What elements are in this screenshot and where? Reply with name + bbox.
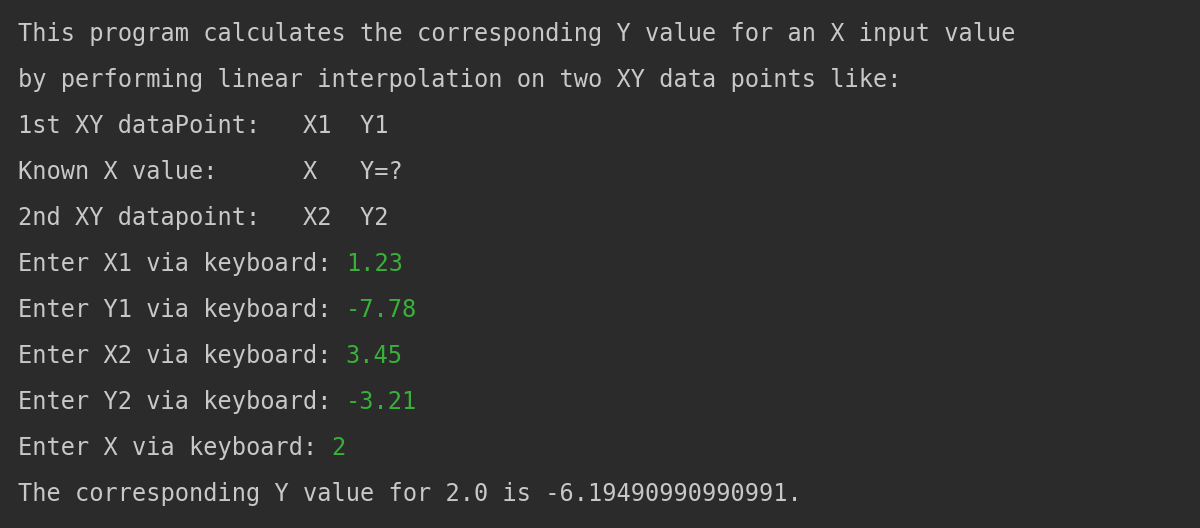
- Text: 2nd XY datapoint:   X2  Y2: 2nd XY datapoint: X2 Y2: [18, 206, 389, 230]
- Text: This program calculates the corresponding Y value for an X input value: This program calculates the correspondin…: [18, 22, 1015, 46]
- Text: Enter X2 via keyboard:: Enter X2 via keyboard:: [18, 344, 346, 368]
- Text: 3.45: 3.45: [346, 344, 403, 368]
- Text: 1.23: 1.23: [346, 252, 403, 276]
- Text: Enter Y1 via keyboard:: Enter Y1 via keyboard:: [18, 298, 346, 322]
- Text: 1st XY dataPoint:   X1  Y1: 1st XY dataPoint: X1 Y1: [18, 114, 389, 138]
- Text: -3.21: -3.21: [346, 390, 418, 414]
- Text: The corresponding Y value for 2.0 is -6.19490990990991.: The corresponding Y value for 2.0 is -6.…: [18, 482, 802, 506]
- Text: by performing linear interpolation on two XY data points like:: by performing linear interpolation on tw…: [18, 68, 901, 92]
- Text: Known X value:      X   Y=?: Known X value: X Y=?: [18, 160, 403, 184]
- Text: 2: 2: [331, 436, 346, 460]
- Text: Enter X1 via keyboard:: Enter X1 via keyboard:: [18, 252, 346, 276]
- Text: Enter Y2 via keyboard:: Enter Y2 via keyboard:: [18, 390, 346, 414]
- Text: Enter X via keyboard:: Enter X via keyboard:: [18, 436, 331, 460]
- Text: -7.78: -7.78: [346, 298, 418, 322]
